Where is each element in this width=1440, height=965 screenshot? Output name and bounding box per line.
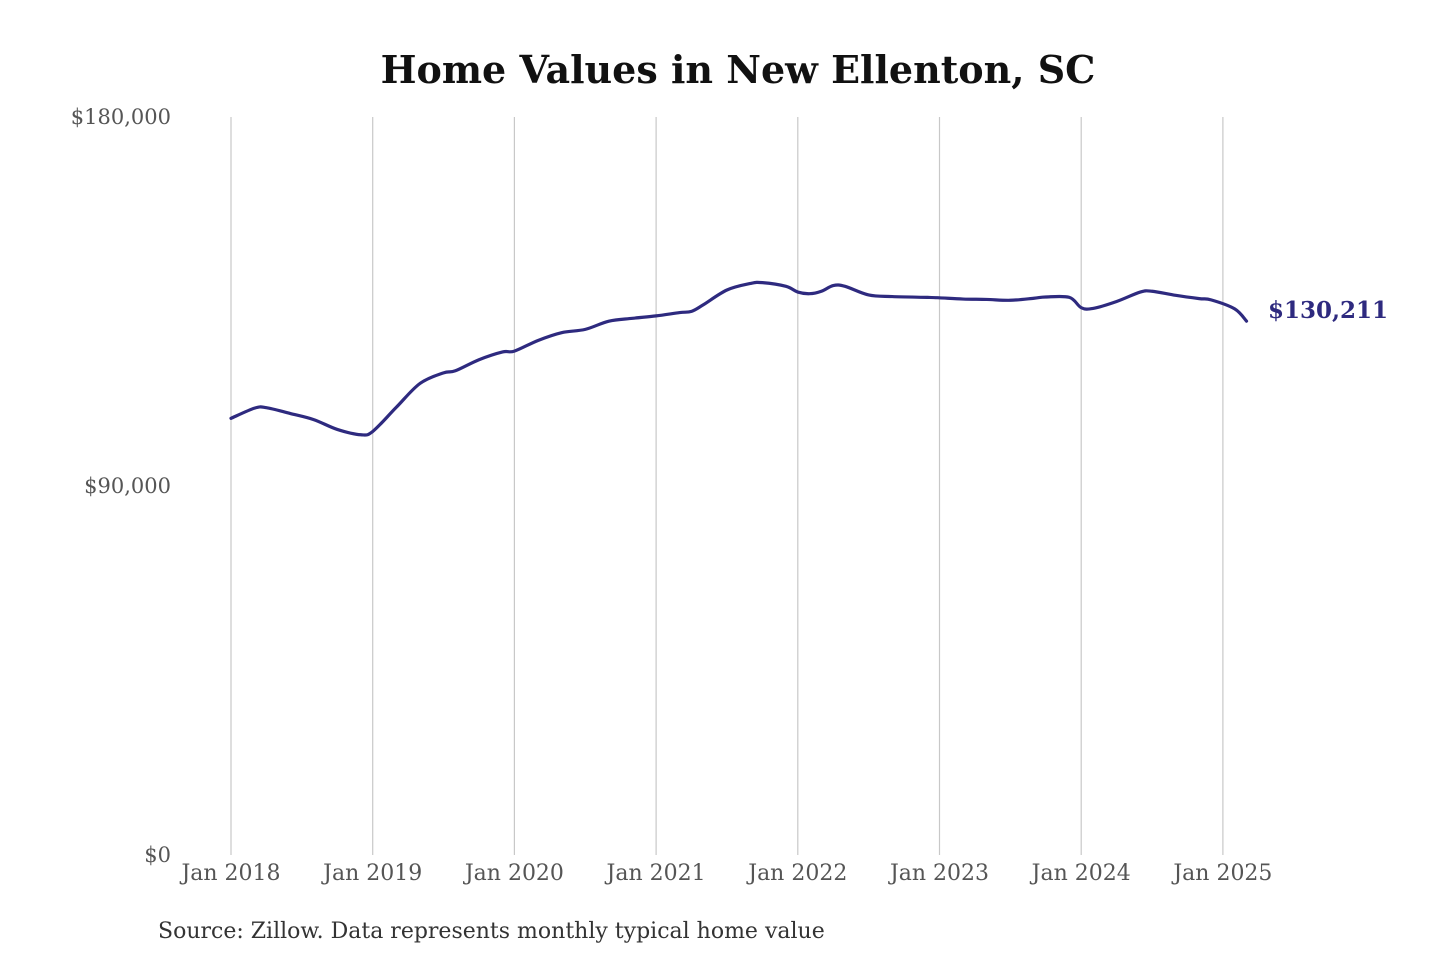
vertical-grid xyxy=(230,117,1224,855)
x-axis-ticks: Jan 2018 Jan 2019 Jan 2020 Jan 2021 Jan 2022… xyxy=(179,861,1272,886)
x-tick-label-0: Jan 2018 xyxy=(179,861,280,886)
x-tick-label-1: Jan 2019 xyxy=(321,861,422,886)
x-tick-label-4: Jan 2022 xyxy=(746,861,847,886)
y-tick-label-1: $90,000 xyxy=(84,474,171,498)
x-tick-label-6: Jan 2024 xyxy=(1030,861,1131,886)
y-axis-ticks: $180,000 $90,000 $0 xyxy=(71,105,171,867)
y-tick-label-0: $180,000 xyxy=(71,105,171,129)
y-tick-label-2: $0 xyxy=(144,843,171,867)
end-value-label: $130,211 xyxy=(1268,297,1388,324)
x-tick-label-3: Jan 2021 xyxy=(605,861,706,886)
chart-title: Home Values in New Ellenton, SC xyxy=(381,47,1096,92)
series-lines xyxy=(229,280,1249,437)
series-line-0 xyxy=(229,280,1249,437)
x-tick-label-2: Jan 2020 xyxy=(463,861,564,886)
x-tick-label-7: Jan 2025 xyxy=(1171,861,1272,886)
source-note: Source: Zillow. Data represents monthly … xyxy=(158,919,825,944)
x-tick-label-5: Jan 2023 xyxy=(888,861,989,886)
